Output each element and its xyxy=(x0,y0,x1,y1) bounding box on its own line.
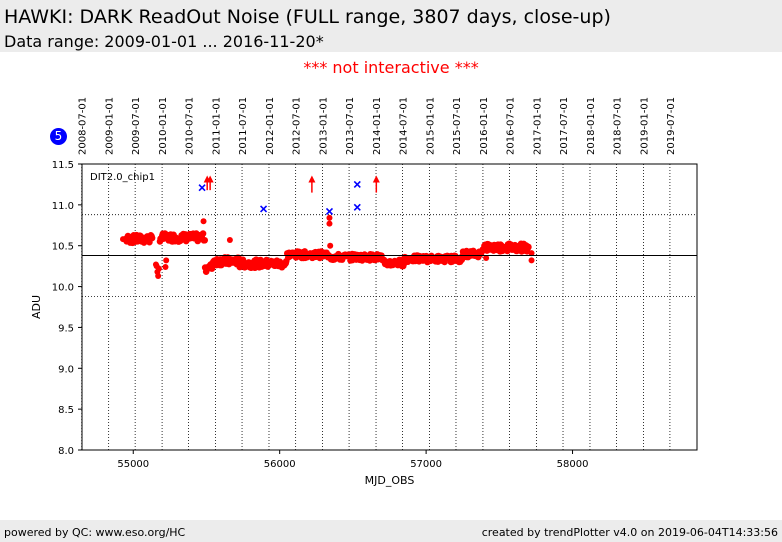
counter-badge: 5 xyxy=(50,128,67,145)
page-title: HAWKI: DARK ReadOut Noise (FULL range, 3… xyxy=(4,6,611,28)
noise-chart: 2008-07-01 2009-01-01 2009-07-01 2010-01-01… xyxy=(30,97,698,487)
data-point xyxy=(199,230,207,237)
arrow-head xyxy=(372,175,380,183)
x-tick-label: 58000 xyxy=(557,459,589,470)
data-point xyxy=(155,272,162,279)
date-tick-label: 2013-01-01 xyxy=(319,97,330,155)
y-tick-label: 11.5 xyxy=(52,160,74,171)
outlier-point xyxy=(353,180,361,188)
data-point xyxy=(326,220,333,227)
data-point xyxy=(226,236,233,243)
date-tick-label: 2008-07-01 xyxy=(78,97,89,155)
page-footer: powered by QC: www.eso.org/HC created by… xyxy=(0,520,782,542)
date-tick-label: 2012-01-01 xyxy=(265,97,276,155)
date-tick-label: 2015-01-01 xyxy=(425,97,436,155)
y-tick-label: 10.5 xyxy=(52,242,74,253)
outlier-point xyxy=(325,207,334,215)
data-point xyxy=(200,218,207,225)
date-tick-label: 2017-07-01 xyxy=(559,97,570,155)
data-point xyxy=(148,234,156,242)
data-point xyxy=(326,214,333,221)
panel-label: DIT2.0_chip1 xyxy=(90,172,155,183)
not-interactive-notice: *** not interactive *** xyxy=(303,58,479,77)
date-tick-label: 2016-01-01 xyxy=(479,97,490,155)
x-tick-label: 56000 xyxy=(264,459,296,470)
date-tick-label: 2018-07-01 xyxy=(612,97,623,155)
data-point xyxy=(528,257,535,264)
date-tick-label: 2014-01-01 xyxy=(372,97,383,155)
date-tick-label: 2019-01-01 xyxy=(639,97,650,155)
date-tick-label: 2019-07-01 xyxy=(666,97,677,155)
data-point xyxy=(120,236,126,243)
y-tick-label: 8.0 xyxy=(58,446,74,457)
data-point xyxy=(483,254,490,261)
data-point xyxy=(525,243,532,251)
outlier-point xyxy=(353,203,361,211)
date-tick-label: 2014-07-01 xyxy=(399,97,410,155)
outlier-stroke xyxy=(260,205,268,213)
date-tick-label: 2009-01-01 xyxy=(105,97,116,155)
date-tick-label: 2012-07-01 xyxy=(292,97,303,155)
date-tick-label: 2013-07-01 xyxy=(345,97,356,155)
footer-credit: powered by QC: www.eso.org/HC xyxy=(4,526,186,539)
date-tick-label: 2018-01-01 xyxy=(586,97,597,155)
y-tick-label: 9.0 xyxy=(58,364,74,375)
data-point xyxy=(163,257,170,264)
data-points xyxy=(120,214,535,279)
page-header: HAWKI: DARK ReadOut Noise (FULL range, 3… xyxy=(0,0,782,52)
outlier-stroke xyxy=(353,180,361,188)
date-tick-label: 2017-01-01 xyxy=(533,97,544,155)
arrow-head xyxy=(308,175,316,183)
data-point xyxy=(327,242,334,249)
data-point xyxy=(441,258,448,266)
date-tick-label: 2010-01-01 xyxy=(158,97,169,155)
data-point xyxy=(201,236,209,244)
y-tick-label: 11.0 xyxy=(52,201,74,212)
outlier-stroke xyxy=(325,207,334,215)
y-axis-label: ADU xyxy=(30,295,43,319)
y-tick-label: 9.5 xyxy=(58,323,74,334)
data-point xyxy=(162,263,169,270)
date-tick-label: 2011-01-01 xyxy=(212,97,223,155)
x-tick-label: 57000 xyxy=(410,459,442,470)
date-tick-label: 2015-07-01 xyxy=(452,97,463,155)
plot-frame xyxy=(81,163,698,451)
outlier-stroke xyxy=(198,184,206,192)
y-tick-label: 8.5 xyxy=(58,405,74,416)
date-tick-label: 2009-07-01 xyxy=(131,97,142,155)
date-tick-label: 2016-07-01 xyxy=(506,97,517,155)
outlier-point xyxy=(198,184,206,192)
data-point xyxy=(155,265,162,272)
x-tick-label: 55000 xyxy=(117,459,149,470)
arrow-head xyxy=(206,175,214,183)
footer-created: created by trendPlotter v4.0 on 2019-06-… xyxy=(481,526,778,539)
outlier-stroke xyxy=(353,203,361,211)
outlier-point xyxy=(260,205,268,213)
date-tick-label: 2011-07-01 xyxy=(238,97,249,155)
y-tick-label: 10.0 xyxy=(52,283,74,294)
data-range: Data range: 2009-01-01 ... 2016-11-20* xyxy=(4,32,324,51)
date-tick-label: 2010-07-01 xyxy=(185,97,196,155)
data-point xyxy=(528,250,535,257)
x-axis-label: MJD_OBS xyxy=(365,474,415,487)
